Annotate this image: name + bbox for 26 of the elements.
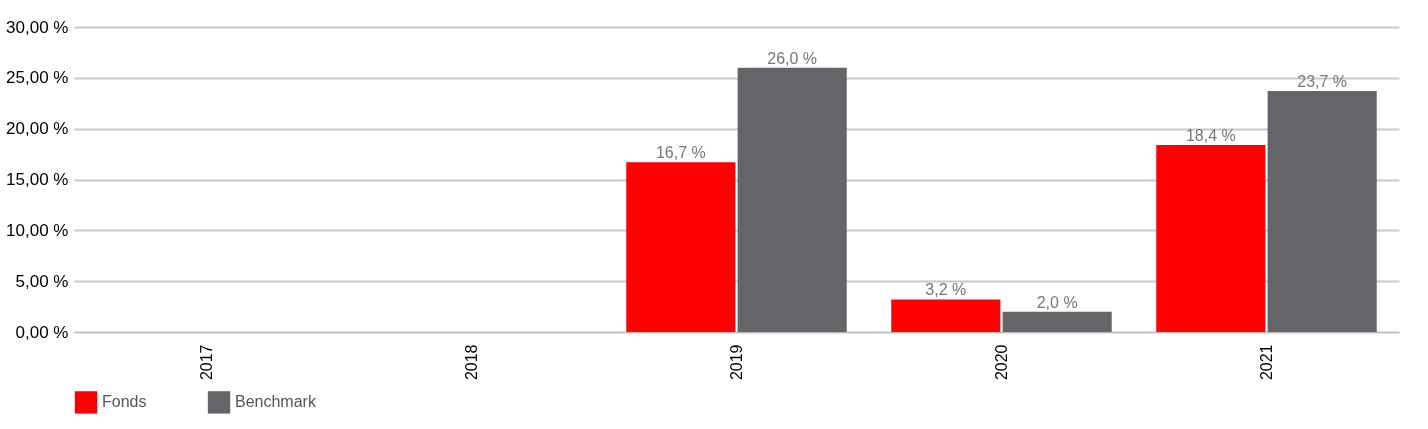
y-tick-label: 0,00 % [15,322,69,342]
bar [1002,311,1112,332]
data-label: 18,4 % [1185,126,1236,144]
x-tick-label: 2021 [1257,344,1275,381]
x-tick-label: 2018 [462,344,480,381]
legend-label: Benchmark [235,393,317,411]
bar [1267,91,1377,332]
data-label: 3,2 % [925,281,967,299]
y-tick-label: 15,00 % [6,170,69,189]
legend-label: Fonds [102,393,147,411]
y-tick-label: 5,00 % [15,271,69,291]
x-tick-label: 2017 [197,344,215,381]
data-label: 26,0 % [767,49,818,67]
data-label: 23,7 % [1297,73,1348,91]
data-label: 16,7 % [655,144,706,162]
bar [891,299,1001,332]
y-tick-label: 20,00 % [6,119,69,139]
y-tick-label: 10,00 % [6,220,69,240]
x-tick-label: 2019 [727,344,745,381]
data-label: 2,0 % [1036,293,1078,311]
bar [737,67,847,332]
y-tick-label: 30,00 % [6,17,69,37]
x-tick-label: 2020 [992,344,1010,381]
y-tick-label: 25,00 % [6,68,69,88]
bar [1156,144,1266,332]
bar [626,162,736,332]
